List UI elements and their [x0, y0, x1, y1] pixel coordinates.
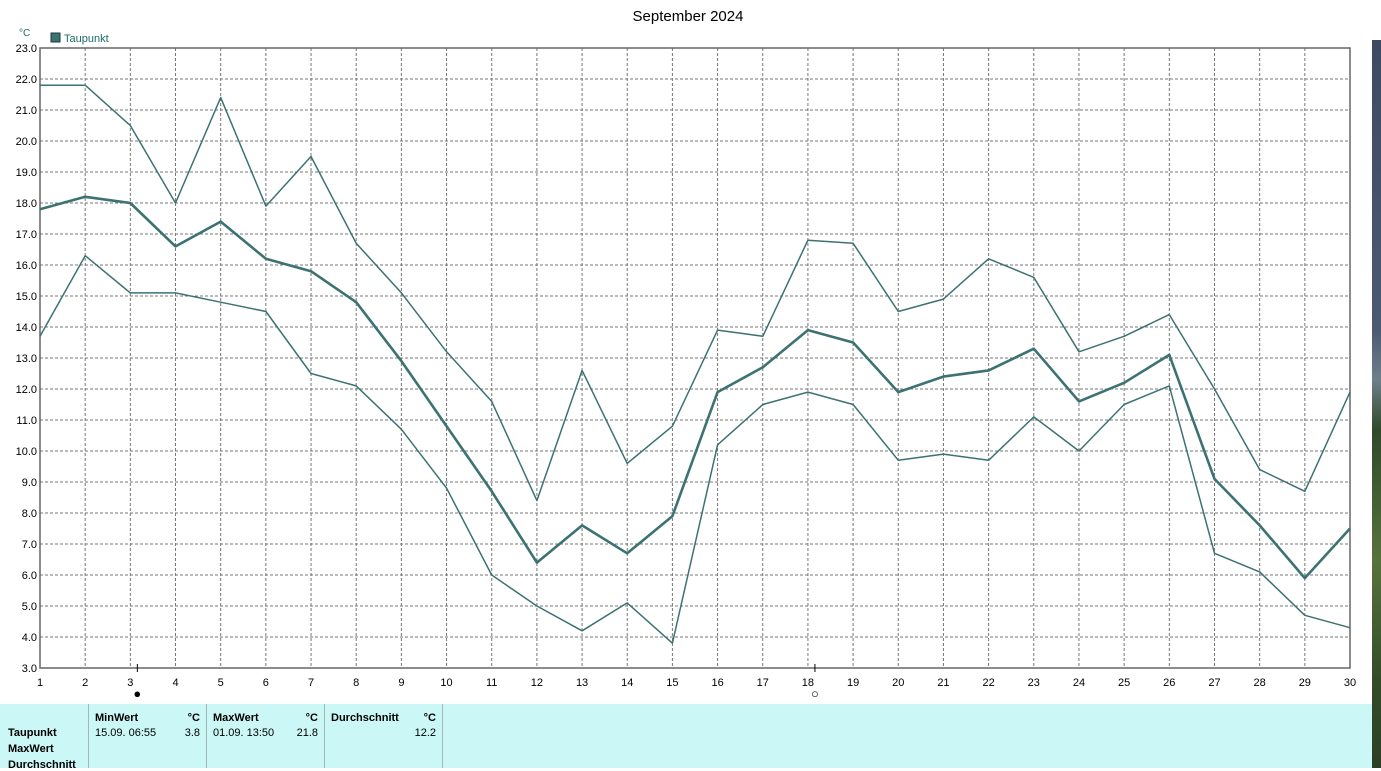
- x-tick-label: 2: [82, 677, 88, 689]
- x-tick-label: 14: [621, 677, 633, 689]
- y-tick-label: 10.0: [16, 446, 37, 458]
- legend-label: Taupunkt: [64, 33, 109, 45]
- y-tick-label: 17.0: [16, 229, 37, 241]
- grid: [40, 48, 1350, 668]
- column-unit: °C: [423, 712, 436, 724]
- x-tick-label: 6: [263, 677, 269, 689]
- x-tick-label: 12: [531, 677, 543, 689]
- x-tick-label: 11: [486, 677, 497, 689]
- series-lines: [39, 84, 1351, 644]
- x-tick-label: 18: [802, 677, 814, 689]
- legend-swatch: [50, 32, 61, 43]
- max-time: 01.09. 13:50: [213, 727, 275, 739]
- column-unit: °C: [187, 712, 200, 724]
- y-tick-label: 5.0: [22, 601, 37, 613]
- min-value: 3.8: [184, 727, 200, 739]
- y-tick-label: 20.0: [16, 136, 37, 148]
- series-line: [39, 195, 1351, 580]
- background-image-strip: [1372, 0, 1381, 768]
- x-tick-label: 30: [1344, 677, 1356, 689]
- y-tick-label: 14.0: [16, 322, 37, 334]
- x-tick-label: 25: [1118, 677, 1130, 689]
- moon-phase-icon: ●: [133, 686, 141, 701]
- stats-column-min: MinWert °C 15.09. 06:55 3.8: [88, 704, 206, 768]
- x-tick-label: 8: [353, 677, 359, 689]
- x-tick-label: 10: [440, 677, 452, 689]
- y-tick-label: 21.0: [16, 105, 37, 117]
- y-tick-label: 7.0: [22, 539, 37, 551]
- y-tick-label: 3.0: [22, 663, 37, 675]
- plot-frame: [39, 47, 1351, 669]
- y-tick-label: 18.0: [16, 198, 37, 210]
- min-time: 15.09. 06:55: [95, 727, 157, 739]
- stats-row-label: Taupunkt: [8, 727, 57, 739]
- column-header: MaxWert: [213, 712, 259, 724]
- average-value: 12.2: [414, 727, 436, 739]
- y-axis-unit: °C: [19, 28, 30, 39]
- column-header: MinWert: [95, 712, 139, 724]
- x-tick-label: 16: [711, 677, 723, 689]
- y-tick-label: 12.0: [16, 384, 37, 396]
- y-tick-label: 19.0: [16, 167, 37, 179]
- y-tick-label: 6.0: [22, 570, 37, 582]
- x-tick-label: 24: [1073, 677, 1085, 689]
- stats-column-average: Durchschnitt °C 12.2: [324, 704, 443, 768]
- x-tick-label: 4: [172, 677, 178, 689]
- chart-title: September 2024: [633, 8, 744, 25]
- dewpoint-chart: September 2024 °C Taupunkt 3.0 4.0 5.0 6.0 7…: [16, 8, 1357, 701]
- max-value: 21.8: [296, 727, 318, 739]
- x-tick-label: 19: [847, 677, 859, 689]
- column-header: Durchschnitt: [331, 712, 399, 724]
- axes: [39, 47, 1351, 669]
- stats-column-max: MaxWert °C 01.09. 13:50 21.8: [206, 704, 324, 768]
- y-tick-labels: 3.0 4.0 5.0 6.0 7.0 8.0 9.0 10.0 11.0 12.0 13.0 14.…: [16, 43, 37, 675]
- series-line: [39, 254, 1351, 644]
- x-tick-label: 21: [937, 677, 949, 689]
- series-line: [40, 84, 1351, 502]
- x-tick-label: 27: [1208, 677, 1220, 689]
- x-tick-label: 23: [1028, 677, 1040, 689]
- stats-panel: Taupunkt MaxWert Durchschnitt MinWert °C…: [0, 704, 1372, 771]
- x-tick-labels: 1 2 3 4 5 6 7 8 9 10 11 12 13 14 15 16 17 18 19 20 21 22 23 24 2…: [37, 677, 1356, 689]
- moon-phase-icon: ○: [811, 686, 819, 701]
- x-tick-label: 1: [37, 677, 43, 689]
- x-tick-label: 5: [218, 677, 224, 689]
- x-tick-label: 22: [982, 677, 994, 689]
- column-unit: °C: [305, 712, 318, 724]
- y-tick-label: 16.0: [16, 260, 37, 272]
- x-tick-label: 3: [127, 677, 133, 689]
- stats-row-label: Durchschnitt: [8, 759, 76, 771]
- y-tick-label: 8.0: [22, 508, 37, 520]
- y-tick-label: 15.0: [16, 291, 37, 303]
- x-tick-label: 17: [757, 677, 769, 689]
- x-tick-label: 28: [1254, 677, 1266, 689]
- moon-phase-markers: ● ○: [133, 664, 819, 701]
- x-tick-label: 7: [308, 677, 314, 689]
- y-tick-label: 13.0: [16, 353, 37, 365]
- y-tick-label: 4.0: [22, 632, 37, 644]
- y-tick-label: 9.0: [22, 477, 37, 489]
- x-tick-label: 13: [576, 677, 588, 689]
- x-tick-label: 20: [892, 677, 904, 689]
- y-tick-label: 23.0: [16, 43, 37, 55]
- x-tick-label: 9: [398, 677, 404, 689]
- x-tick-label: 29: [1299, 677, 1311, 689]
- stats-row-label: MaxWert: [8, 743, 54, 755]
- x-tick-label: 26: [1163, 677, 1175, 689]
- y-tick-label: 22.0: [16, 74, 37, 86]
- x-tick-label: 15: [666, 677, 678, 689]
- y-tick-label: 11.0: [16, 415, 37, 427]
